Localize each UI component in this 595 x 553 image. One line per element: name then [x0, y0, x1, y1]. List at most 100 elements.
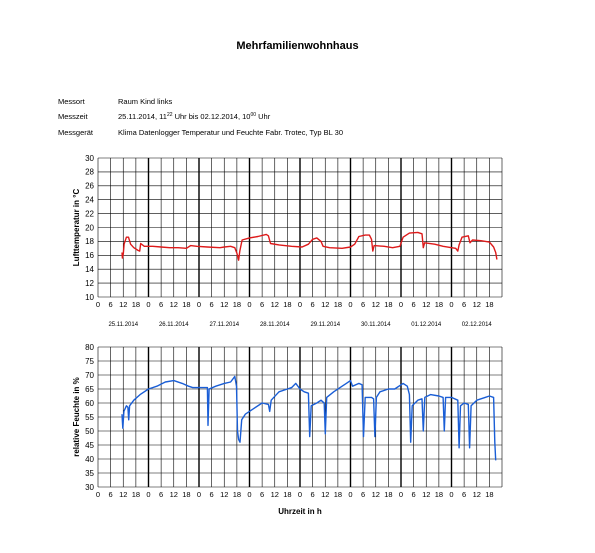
hum-ytick-label: 30 — [85, 483, 94, 492]
meta-messgeraet-label: Messgerät — [58, 128, 94, 137]
hum-ytick-label: 75 — [85, 357, 94, 366]
temp-ytick-label: 30 — [85, 154, 94, 163]
temp-hour-tick-label: 18 — [384, 300, 392, 309]
temp-hour-tick-label: 0 — [146, 300, 150, 309]
hum-hour-tick-label: 6 — [311, 490, 315, 499]
hum-hour-tick-label: 0 — [96, 490, 100, 499]
temp-hour-tick-label: 6 — [361, 300, 365, 309]
temp-ytick-label: 28 — [85, 168, 94, 177]
hum-ytick-label: 35 — [85, 469, 94, 478]
messzeit-mid: Uhr bis 02.12.2014, 10 — [172, 112, 251, 121]
hum-hour-tick-label: 6 — [361, 490, 365, 499]
temp-ytick-label: 20 — [85, 223, 94, 232]
hum-hour-tick-label: 12 — [321, 490, 329, 499]
hum-hour-tick-label: 18 — [182, 490, 190, 499]
day-label: 01.12.2014 — [411, 322, 442, 328]
temp-hour-tick-label: 12 — [220, 300, 228, 309]
temp-ytick-label: 10 — [85, 293, 94, 302]
temp-hour-tick-label: 6 — [159, 300, 163, 309]
hum-hour-tick-label: 18 — [334, 490, 342, 499]
messzeit-end: Uhr — [256, 112, 271, 121]
temperature-line — [121, 231, 498, 261]
hum-hour-tick-label: 12 — [119, 490, 127, 499]
meta-messort-value: Raum Kind links — [118, 97, 173, 106]
temp-hour-tick-label: 18 — [233, 300, 241, 309]
temp-hour-tick-label: 12 — [170, 300, 178, 309]
humidity-line — [121, 375, 497, 461]
hum-hour-tick-label: 0 — [247, 490, 251, 499]
hum-hour-tick-label: 12 — [170, 490, 178, 499]
meta-messgeraet-value: Klima Datenlogger Temperatur und Feuchte… — [118, 128, 343, 137]
temp-hour-tick-label: 0 — [449, 300, 453, 309]
temp-hour-tick-label: 12 — [473, 300, 481, 309]
temp-hour-tick-label: 6 — [311, 300, 315, 309]
day-label: 28.11.2014 — [260, 322, 290, 328]
hum-hour-tick-label: 0 — [399, 490, 403, 499]
hum-ytick-label: 80 — [85, 343, 94, 352]
hum-hour-tick-label: 18 — [384, 490, 392, 499]
hum-hour-tick-label: 12 — [271, 490, 279, 499]
day-label: 29.11.2014 — [310, 322, 340, 328]
temp-hour-tick-label: 6 — [462, 300, 466, 309]
temp-hour-tick-label: 0 — [399, 300, 403, 309]
temp-hour-tick-label: 18 — [485, 300, 493, 309]
temp-ytick-label: 14 — [85, 265, 94, 274]
temp-hour-tick-label: 12 — [372, 300, 380, 309]
hum-ytick-label: 60 — [85, 399, 94, 408]
temp-hour-tick-label: 6 — [210, 300, 214, 309]
hum-hour-tick-label: 6 — [412, 490, 416, 499]
messzeit-start-minutes: 22 — [166, 112, 173, 118]
meta-messzeit-value: 25.11.2014, 1122 Uhr bis 02.12.2014, 100… — [118, 111, 270, 123]
temp-hour-tick-label: 0 — [197, 300, 201, 309]
temp-hour-tick-label: 18 — [435, 300, 443, 309]
temp-ytick-label: 22 — [85, 209, 94, 218]
hum-hour-tick-label: 6 — [109, 490, 113, 499]
temp-hour-tick-label: 18 — [334, 300, 342, 309]
hum-hour-tick-label: 12 — [422, 490, 430, 499]
temp-ytick-label: 12 — [85, 279, 94, 288]
hum-hour-tick-label: 6 — [210, 490, 214, 499]
temp-hour-tick-label: 6 — [260, 300, 264, 309]
hum-x-axis-label: Uhrzeit in h — [278, 507, 322, 516]
hum-hour-tick-label: 0 — [197, 490, 201, 499]
hum-hour-tick-label: 0 — [298, 490, 302, 499]
page-title: Mehrfamilienwohnhaus — [236, 40, 359, 52]
hum-hour-tick-label: 6 — [260, 490, 264, 499]
temp-hour-tick-label: 0 — [298, 300, 302, 309]
hum-y-axis-label: relative Feuchte in % — [72, 377, 81, 457]
temp-hour-tick-label: 18 — [132, 300, 140, 309]
hum-hour-tick-label: 18 — [485, 490, 493, 499]
temp-hour-tick-label: 12 — [321, 300, 329, 309]
hum-hour-tick-label: 12 — [372, 490, 380, 499]
hum-hour-tick-label: 0 — [146, 490, 150, 499]
temp-hour-tick-label: 0 — [96, 300, 100, 309]
hum-hour-tick-label: 18 — [233, 490, 241, 499]
temp-hour-tick-label: 6 — [412, 300, 416, 309]
meta-messzeit-label: Messzeit — [58, 112, 88, 121]
temp-hour-tick-label: 18 — [283, 300, 291, 309]
hum-hour-tick-label: 18 — [435, 490, 443, 499]
day-label: 02.12.2014 — [462, 322, 493, 328]
day-label: 27.11.2014 — [209, 322, 239, 328]
day-label: 26.11.2014 — [159, 322, 189, 328]
temp-hour-tick-label: 18 — [182, 300, 190, 309]
hum-ytick-label: 45 — [85, 441, 94, 450]
day-label: 25.11.2014 — [108, 322, 138, 328]
day-label: 30.11.2014 — [361, 322, 391, 328]
hum-hour-tick-label: 18 — [283, 490, 291, 499]
temp-ytick-label: 24 — [85, 196, 94, 205]
hum-ytick-label: 65 — [85, 385, 94, 394]
temp-ytick-label: 18 — [85, 237, 94, 246]
messzeit-end-minutes: 00 — [250, 112, 257, 118]
hum-hour-tick-label: 0 — [348, 490, 352, 499]
meta-messort-label: Messort — [58, 97, 85, 106]
hum-hour-tick-label: 12 — [220, 490, 228, 499]
temp-hour-tick-label: 12 — [422, 300, 430, 309]
hum-hour-tick-label: 12 — [473, 490, 481, 499]
temp-ytick-label: 26 — [85, 182, 94, 191]
hum-hour-tick-label: 6 — [159, 490, 163, 499]
temp-y-axis-label: Lufttemperatur in °C — [72, 189, 81, 267]
